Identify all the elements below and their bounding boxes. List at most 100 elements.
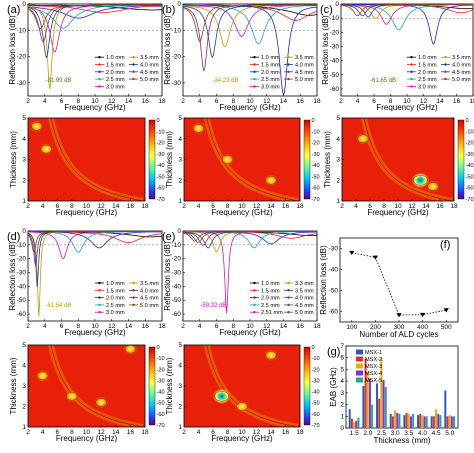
x-tick-label: 6 — [55, 203, 59, 210]
legend-marker — [287, 56, 290, 59]
x-tick-label: 400 — [417, 324, 428, 331]
x-tick-label: 16 — [142, 98, 150, 105]
x-tick-label: 2 — [182, 203, 186, 210]
legend-marker — [253, 303, 256, 307]
rl-curve-5-0-mm — [27, 4, 163, 30]
legend-marker — [98, 281, 101, 285]
x-tick-label: 16 — [282, 429, 290, 436]
bar-MSX-4 — [396, 412, 399, 428]
x-tick-label: 10 — [246, 98, 254, 105]
rl-curve-5-0-mm — [182, 4, 317, 43]
panel-label: (a) — [7, 4, 20, 16]
colorbar-label: 0 — [312, 345, 315, 351]
bar-MSX-5 — [357, 417, 360, 428]
legend-marker — [410, 85, 413, 88]
ald-line — [351, 252, 447, 316]
x-tick-label: 16 — [142, 323, 150, 330]
y-tick-label: 4 — [336, 136, 340, 143]
hotspot-contour — [40, 144, 52, 154]
bar-MSX-5 — [371, 404, 374, 428]
rl-panel-2: 2 4 6 8 10 12 14 16 18 0 -10 -20 -30 Frequency (GHz) R… — [162, 1, 321, 112]
x-tick-label: 10 — [91, 323, 99, 330]
legend-marker — [410, 70, 413, 74]
y-tick-label: 6 — [340, 355, 344, 362]
legend-marker — [444, 63, 447, 66]
y-tick-label: -10 — [172, 27, 182, 34]
x-axis-label: Thickness (mm) — [374, 436, 431, 445]
x-tick-label: 6 — [368, 203, 372, 210]
legend-label: 2.5 mm — [261, 77, 280, 83]
y-tick-label: -30 — [172, 80, 182, 87]
x-tick-label: 2 — [26, 429, 30, 436]
x-tick-label: 4 — [43, 323, 47, 330]
x-tick-label: 12 — [408, 203, 416, 210]
legend-label: 4.0 mm — [140, 288, 159, 294]
y-tick-label: 1 — [178, 424, 182, 431]
x-axis-label: Frequency (GHz) — [376, 103, 438, 112]
y-tick-label: -60 — [330, 86, 340, 93]
rl-panel-5: 2 4 6 8 10 12 14 16 18 0 -10 -20 -30 -40 -50 -60 Frequen… — [162, 228, 321, 337]
x-tick-label: 12 — [108, 98, 116, 105]
colorbar-label: -60 — [312, 412, 320, 418]
x-tick-label: 200 — [370, 324, 381, 331]
x-tick-label: 18 — [141, 203, 149, 210]
legend-label: 5.0 mm — [140, 77, 159, 83]
x-tick-label: 8 — [389, 98, 393, 105]
y-tick-label: -20 — [17, 256, 27, 263]
bar-MSX-4 — [450, 416, 453, 428]
legend-label: 5.0 mm — [452, 77, 471, 83]
x-tick-label: 12 — [253, 203, 261, 210]
rl-curve-2-0-mm — [27, 5, 162, 19]
x-tick-label: 3.5 — [404, 430, 413, 437]
y-tick-label: 0 — [335, 1, 339, 8]
bar-MSX-2 — [378, 398, 381, 428]
x-axis-label: Frequency (GHz) — [64, 103, 126, 112]
legend-label: 4.5 mm — [295, 303, 314, 309]
legend-marker — [132, 70, 135, 74]
y-tick-label: 1 — [340, 413, 344, 420]
colorbar-label: -20 — [312, 367, 320, 373]
legend-marker — [410, 63, 413, 66]
colorbar — [303, 346, 311, 426]
x-tick-label: 16 — [297, 323, 305, 330]
legend-marker — [253, 63, 256, 66]
legend-label: 2.5 mm — [106, 77, 125, 83]
x-tick-label: 2 — [26, 323, 30, 330]
x-tick-label: 6 — [215, 98, 219, 105]
y-tick-label: 5 — [178, 342, 182, 349]
colorbar-label: 0 — [466, 118, 469, 124]
legend-marker — [253, 85, 256, 88]
colorbar-label: -40 — [312, 163, 320, 169]
legend-label: MSX-5 — [365, 378, 382, 384]
bar-MSX-2 — [405, 412, 408, 428]
contour-line — [50, 345, 143, 427]
plot-frame — [340, 3, 474, 97]
y-tick-label: -30 — [330, 43, 340, 50]
legend-label: 3.0 mm — [106, 84, 125, 90]
colorbar-label: -50 — [157, 401, 165, 407]
x-tick-label: 4.5 — [432, 430, 441, 437]
colorbar-label: -60 — [157, 412, 165, 418]
x-tick-label: 10 — [246, 323, 254, 330]
bar-MSX-3 — [421, 415, 424, 428]
legend-label: 1.5 mm — [418, 63, 437, 69]
hotspot-contour — [31, 122, 43, 131]
x-tick-label: 18 — [158, 98, 166, 105]
y-tick-label: -30 — [17, 270, 27, 277]
y-tick-label: -10 — [330, 15, 340, 22]
x-tick-label: 2 — [181, 98, 185, 105]
x-tick-label: 12 — [108, 323, 116, 330]
y-tick-label: -20 — [17, 54, 27, 61]
legend-label: 1.5 mm — [106, 63, 125, 69]
legend-label: 1.0 mm — [261, 55, 280, 61]
rl-panel-3: 2 4 6 8 10 12 14 16 18 0 -10 -20 -30 -40 -50 -60 Frequen… — [320, 1, 474, 112]
bar-MSX-5 — [439, 415, 442, 428]
x-tick-label: 14 — [112, 203, 120, 210]
y-tick-label: 0 — [177, 1, 181, 8]
x-tick-label: 6 — [211, 203, 215, 210]
x-tick-label: 500 — [441, 324, 452, 331]
y-axis-label: Reflection loss (dB) — [163, 15, 172, 85]
y-tick-label: 4 — [22, 363, 26, 370]
bar-MSX-4 — [368, 378, 371, 428]
hotspot-contour — [236, 402, 248, 411]
